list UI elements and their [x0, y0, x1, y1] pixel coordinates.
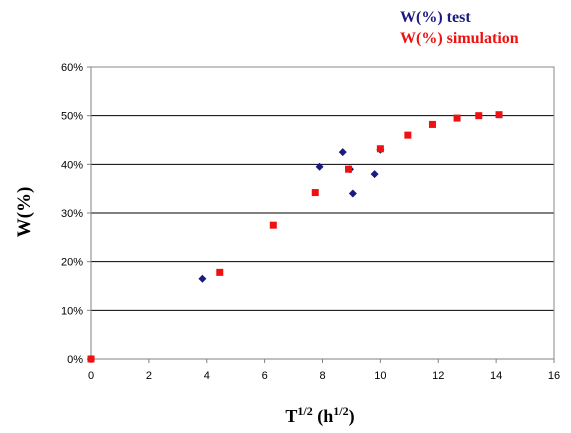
- series-1-point-7: [428, 120, 436, 128]
- y-axis-title: W(%): [14, 187, 35, 238]
- series-0-point-5: [348, 189, 357, 198]
- series-1-point-8: [453, 114, 461, 122]
- x-axis-title-base: T: [285, 406, 297, 426]
- x-tick-label-2: 4: [204, 370, 210, 382]
- x-axis-title-mid: (h: [313, 406, 334, 427]
- x-tick-label-7: 14: [490, 370, 502, 382]
- y-tick-label-4: 40%: [61, 159, 83, 171]
- x-axis-title-base-sup: 1/2: [297, 404, 312, 418]
- series-0: [87, 145, 385, 363]
- x-tick-label-8: 16: [548, 370, 560, 382]
- x-tick-label-1: 2: [146, 370, 152, 382]
- y-tick-label-6: 60%: [61, 62, 83, 74]
- data-points: [87, 111, 503, 363]
- series-0-point-3: [338, 148, 347, 157]
- series-1-point-10: [495, 111, 503, 119]
- tick-labels: 0% 10% 20% 30% 40% 50% 60% 0 2 4 6 8 10 12 14 16: [61, 62, 560, 382]
- x-tick-label-5: 10: [374, 370, 386, 382]
- series-1-point-9: [475, 112, 483, 120]
- x-tick-label-4: 8: [319, 370, 325, 382]
- legend: W(%) test W(%) simulation: [400, 9, 519, 47]
- x-axis-title-mid-sup: 1/2: [333, 404, 348, 418]
- series-0-point-1: [198, 274, 207, 283]
- gridlines: [91, 115, 554, 311]
- y-tick-label-0: 0%: [67, 354, 83, 366]
- x-axis-title-end: ): [349, 406, 355, 427]
- series-0-point-2: [315, 162, 324, 171]
- series-1-point-6: [404, 131, 412, 139]
- series-1: [87, 111, 503, 363]
- x-tick-label-3: 6: [262, 370, 268, 382]
- x-axis-title: T1/2 (h1/2): [285, 404, 354, 427]
- legend-label-1: W(%) simulation: [400, 30, 519, 47]
- y-tick-label-2: 20%: [61, 257, 83, 269]
- series-0-point-6: [370, 170, 379, 179]
- y-tick-label-5: 50%: [61, 111, 83, 123]
- x-tick-label-6: 12: [432, 370, 444, 382]
- axes: [87, 66, 555, 363]
- y-tick-label-1: 10%: [61, 305, 83, 317]
- series-1-point-5: [376, 145, 384, 153]
- series-1-point-0: [87, 355, 95, 363]
- y-tick-label-3: 30%: [61, 208, 83, 220]
- x-tick-label-0: 0: [88, 370, 94, 382]
- legend-label-0: W(%) test: [400, 9, 471, 26]
- series-1-point-3: [311, 189, 319, 197]
- series-1-point-4: [345, 165, 353, 173]
- series-1-point-2: [269, 221, 277, 229]
- series-1-point-1: [216, 268, 224, 276]
